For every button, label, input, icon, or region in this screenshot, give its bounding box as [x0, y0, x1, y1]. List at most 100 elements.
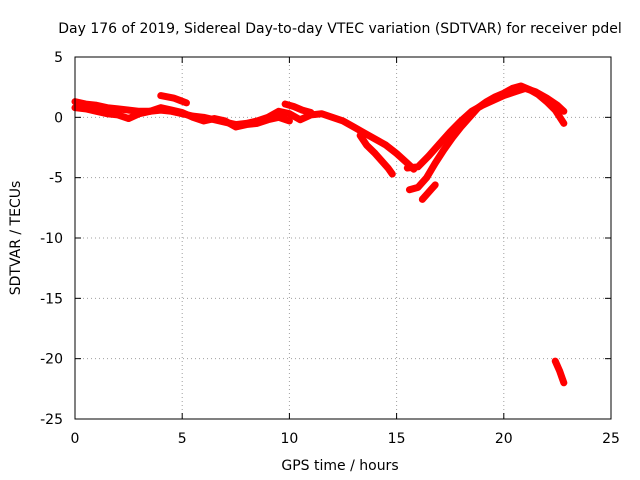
- data-point: [157, 92, 164, 99]
- series-arc-4: [281, 100, 315, 117]
- y-axis-label: SDTVAR / TECUs: [8, 181, 24, 296]
- data-point: [93, 108, 100, 115]
- data-point: [440, 146, 447, 154]
- series-trace: [281, 100, 315, 117]
- x-tick-label: 5: [178, 431, 187, 447]
- data-point: [163, 93, 171, 101]
- data-point: [404, 164, 411, 172]
- data-point: [103, 110, 111, 117]
- data-point: [168, 106, 175, 114]
- data-point: [560, 108, 568, 115]
- chart-title: Day 176 of 2019, Sidereal Day-to-day VTE…: [58, 21, 622, 37]
- data-point: [560, 379, 568, 386]
- data-point: [114, 105, 122, 113]
- data-point: [436, 140, 443, 148]
- data-point: [431, 181, 439, 189]
- data-point: [221, 117, 229, 125]
- data-point: [170, 94, 177, 102]
- x-tick-labels: 0 5 10 15 20 25: [71, 431, 620, 447]
- series-trace: [418, 181, 439, 203]
- y-tick-label: 5: [54, 50, 63, 66]
- y-tick-labels: 5 0 -5 -10 -15 -20 -25: [40, 50, 63, 428]
- y-tick-label: -15: [40, 291, 63, 307]
- series-arc-3: [157, 92, 190, 107]
- data-point: [466, 114, 473, 121]
- data-point: [483, 98, 490, 105]
- data-point: [189, 114, 197, 121]
- data-point: [552, 357, 559, 365]
- data-point: [179, 109, 186, 116]
- data-point: [423, 174, 430, 181]
- data-point: [211, 115, 218, 122]
- data-point: [350, 123, 357, 131]
- data-point: [427, 186, 435, 193]
- series-arc-1: [71, 98, 418, 173]
- data-point: [264, 116, 272, 123]
- data-point: [275, 114, 282, 121]
- x-tick-label: 15: [388, 431, 406, 447]
- data-point: [474, 104, 482, 111]
- y-tick-label: -10: [40, 231, 63, 247]
- data-point: [423, 191, 430, 198]
- data-point: [371, 135, 379, 143]
- data-point: [509, 85, 516, 92]
- data-point: [243, 121, 250, 128]
- data-point: [275, 108, 282, 115]
- x-tick-label: 10: [280, 431, 298, 447]
- data-point: [318, 110, 325, 117]
- data-point: [125, 115, 132, 122]
- data-point: [492, 93, 499, 101]
- data-point: [406, 186, 413, 193]
- data-point: [517, 82, 525, 90]
- data-point: [254, 120, 261, 127]
- data-point: [296, 116, 304, 123]
- series-arc-5: [356, 131, 396, 178]
- data-point: [356, 132, 364, 139]
- data-points: [71, 82, 568, 387]
- data-point: [232, 123, 239, 131]
- data-point: [554, 362, 561, 370]
- data-point: [425, 152, 432, 160]
- data-point: [307, 109, 315, 116]
- data-point: [146, 108, 154, 115]
- data-point: [286, 117, 293, 125]
- data-point: [552, 106, 559, 114]
- data-point: [378, 157, 385, 164]
- series-arc-8: [418, 181, 439, 203]
- data-point: [414, 184, 422, 191]
- data-point: [543, 98, 550, 105]
- y-tick-label: -20: [40, 352, 63, 368]
- data-point: [389, 170, 396, 178]
- data-point: [103, 104, 111, 111]
- data-point: [393, 150, 400, 157]
- data-point: [500, 90, 507, 97]
- data-point: [526, 86, 533, 93]
- data-point: [329, 114, 336, 121]
- y-tick-label: -25: [40, 412, 63, 428]
- data-point: [382, 141, 390, 149]
- data-point: [290, 103, 297, 110]
- x-tick-label: 20: [495, 431, 513, 447]
- data-point: [299, 106, 306, 114]
- series-arc-7: [405, 82, 568, 194]
- data-point: [125, 106, 132, 114]
- data-point: [176, 97, 184, 104]
- data-point: [558, 373, 565, 380]
- series-arc-2: [71, 104, 293, 131]
- data-point: [431, 159, 439, 167]
- data-point: [157, 104, 164, 111]
- x-tick-label: 25: [602, 431, 620, 447]
- series-arc-9: [551, 357, 568, 387]
- data-point: [281, 100, 289, 108]
- data-point: [556, 367, 563, 374]
- data-point: [560, 120, 568, 127]
- data-point: [457, 123, 465, 131]
- data-point: [286, 110, 293, 117]
- data-point: [200, 117, 207, 125]
- data-point: [414, 163, 422, 171]
- y-tick-label: -5: [49, 171, 63, 187]
- data-point: [339, 117, 347, 125]
- data-point: [371, 150, 379, 157]
- x-tick-label: 0: [71, 431, 80, 447]
